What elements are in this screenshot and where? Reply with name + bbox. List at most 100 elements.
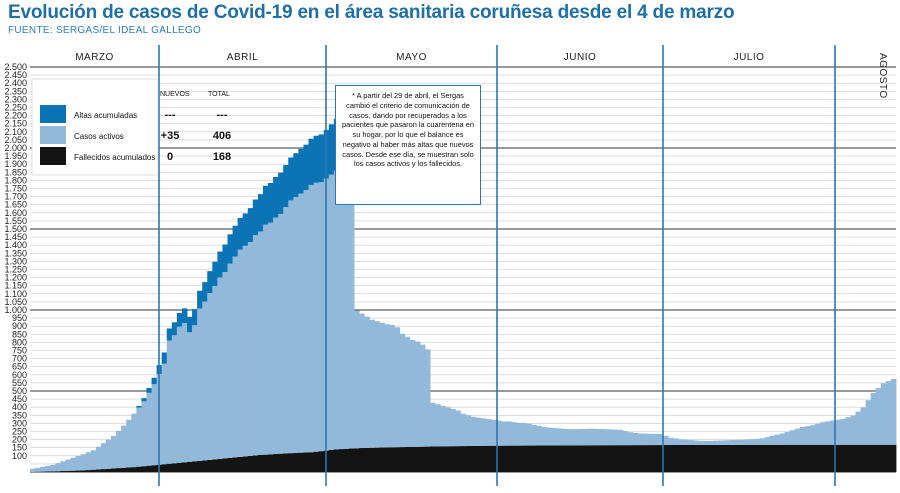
bar-fallecidos-acumulados [825,444,831,472]
bar-casos-activos [278,213,284,454]
bar-casos-activos [663,435,669,446]
bar-fallecidos-acumulados [526,445,532,472]
bar-casos-activos [764,437,770,445]
bar-casos-activos [642,433,649,446]
legend-header-total: TOTAL [208,91,230,98]
bar-casos-activos [855,411,861,445]
bar-fallecidos-acumulados [136,466,142,472]
bar-altas-acumuladas [176,312,183,327]
bar-casos-activos [683,439,689,445]
bar-casos-activos [232,256,239,458]
bar-casos-activos [303,190,309,453]
legend-new-activos: +35 [161,130,180,142]
bar-fallecidos-acumulados [678,444,684,472]
bar-fallecidos-acumulados [865,444,872,472]
bar-fallecidos-acumulados [212,459,218,472]
bar-casos-activos [105,439,112,469]
bar-casos-activos [308,184,314,453]
bar-fallecidos-acumulados [774,444,780,472]
y-tick-label: 1.150 [4,281,27,291]
bar-altas-acumuladas [262,185,269,225]
bar-fallecidos-acumulados [55,471,61,472]
y-tick-label: 900 [12,321,27,331]
bar-fallecidos-acumulados [161,464,168,472]
bar-fallecidos-acumulados [551,445,558,472]
bar-fallecidos-acumulados [657,445,664,472]
bar-casos-activos [450,408,456,447]
bar-casos-activos [703,440,710,445]
bar-casos-activos [582,428,588,446]
bar-casos-activos [192,325,198,462]
bar-casos-activos [40,466,46,472]
bar-casos-activos [465,415,471,447]
bar-casos-activos [860,407,867,445]
bar-casos-activos [161,363,168,465]
bar-fallecidos-acumulados [830,444,836,472]
bar-fallecidos-acumulados [764,444,770,472]
bar-casos-activos [394,327,401,448]
chart-title: Evolución de casos de Covid-19 en el áre… [8,2,735,23]
bar-fallecidos-acumulados [850,444,856,472]
y-tick-label: 1.000 [4,305,27,315]
bar-fallecidos-acumulados [602,445,608,472]
bar-casos-activos [597,429,603,446]
bar-fallecidos-acumulados [855,444,861,472]
bar-fallecidos-acumulados [65,470,71,472]
y-tick-label: 950 [12,313,27,323]
bar-casos-activos [283,207,289,454]
bar-fallecidos-acumulados [607,445,613,472]
bar-casos-activos [379,322,385,448]
bar-casos-activos [440,405,446,447]
y-tick-label: 2.150 [4,119,27,129]
bar-fallecidos-acumulados [354,448,360,472]
y-tick-label: 1.050 [4,297,27,307]
bar-casos-activos [70,457,76,471]
bar-casos-activos [313,182,320,452]
bar-fallecidos-acumulados [845,444,851,472]
bar-fallecidos-acumulados [50,471,56,472]
bar-altas-acumuladas [313,135,320,183]
bar-casos-activos [576,429,583,446]
y-tick-label: 1.100 [4,289,27,299]
bar-fallecidos-acumulados [151,465,157,472]
bar-casos-activos [212,286,218,460]
bar-fallecidos-acumulados [95,469,102,472]
bar-fallecidos-acumulados [80,470,87,472]
bar-fallecidos-acumulados [70,470,76,472]
bar-casos-activos [247,242,254,456]
y-tick-label: 1.950 [4,151,27,161]
bar-casos-activos [500,421,507,446]
month-separators [158,45,836,486]
bar-casos-activos [673,438,679,445]
bar-fallecidos-acumulados [516,445,522,472]
bar-altas-acumuladas [212,261,218,287]
bar-casos-activos [100,443,107,470]
y-tick-label: 300 [12,418,27,428]
y-tick-label: 250 [12,427,27,437]
y-tick-label: 2.350 [4,86,27,96]
bar-casos-activos [779,433,785,445]
bar-casos-activos [880,383,887,445]
bar-fallecidos-acumulados [379,447,385,472]
bar-casos-activos [511,422,517,446]
bar-fallecidos-acumulados [622,445,628,472]
bar-casos-activos [252,235,259,456]
bar-casos-activos [850,415,856,445]
bar-casos-activos [723,440,730,445]
bar-casos-activos [556,428,563,446]
bar-fallecidos-acumulados [338,449,345,472]
month-label: JULIO [734,52,765,63]
bar-casos-activos [181,322,188,463]
month-label: JUNIO [564,52,597,63]
bar-casos-activos [602,429,608,446]
bar-casos-activos [485,419,492,446]
legend-total-activos: 406 [213,130,231,142]
bar-altas-acumuladas [222,244,228,273]
legend-swatch-altas [40,105,66,123]
bar-fallecidos-acumulados [511,445,517,472]
bar-fallecidos-acumulados [105,468,112,472]
bar-fallecidos-acumulados [890,444,897,472]
month-label: MARZO [75,52,114,63]
bar-casos-activos [146,392,152,466]
bar-fallecidos-acumulados [698,444,704,472]
